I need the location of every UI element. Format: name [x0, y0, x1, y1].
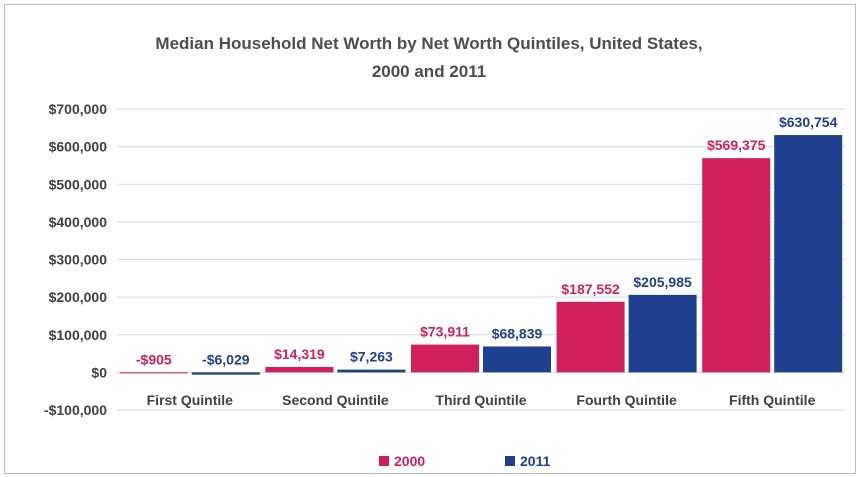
data-label: $569,375 [707, 137, 766, 153]
bar-2011-2 [483, 346, 551, 372]
legend-swatch-2000 [379, 456, 389, 466]
x-axis: First Quintile Second Quintile Third Quint… [147, 392, 816, 408]
legend-label-2011: 2011 [520, 453, 551, 469]
bar-2000-4 [702, 158, 770, 372]
data-label: $68,839 [492, 325, 543, 341]
bar-2011-4 [774, 135, 842, 372]
data-label: $205,985 [633, 274, 692, 290]
x-tick-label: Third Quintile [436, 392, 527, 408]
bar-2000-0 [120, 372, 188, 373]
y-tick-label: $400,000 [49, 214, 108, 230]
x-tick-label: Fifth Quintile [729, 392, 816, 408]
data-label: $73,911 [420, 324, 470, 340]
y-axis: $700,000 $600,000 $500,000 $400,000 $300,000… [44, 101, 107, 418]
y-tick-label: $700,000 [49, 101, 108, 117]
data-label: -$6,029 [202, 351, 250, 367]
y-tick-label: $100,000 [49, 327, 108, 343]
x-tick-label: First Quintile [147, 392, 234, 408]
chart-subtitle: 2000 and 2011 [372, 62, 486, 81]
y-tick-label: -$100,000 [44, 402, 107, 418]
data-label: $14,319 [274, 346, 325, 362]
chart-frame: -$905 -$6,029 $14,319 $7,263 $73,911 $68,839 $… [4, 4, 856, 474]
bar-2011-0 [192, 372, 260, 374]
data-label: $7,263 [350, 349, 393, 365]
x-tick-label: Fourth Quintile [576, 392, 677, 408]
data-label: $630,754 [779, 114, 838, 130]
data-label: $187,552 [561, 281, 620, 297]
y-tick-label: $500,000 [49, 176, 108, 192]
y-tick-label: $300,000 [49, 252, 108, 268]
legend-label-2000: 2000 [394, 453, 425, 469]
data-label: -$905 [136, 351, 172, 367]
bar-2000-3 [557, 302, 625, 373]
y-tick-label: $200,000 [49, 289, 108, 305]
bar-2000-2 [411, 345, 479, 373]
x-tick-label: Second Quintile [282, 392, 389, 408]
chart-svg: -$905 -$6,029 $14,319 $7,263 $73,911 $68,839 $… [5, 5, 857, 475]
bar-2000-1 [265, 367, 333, 372]
bars [120, 135, 842, 375]
y-tick-label: $0 [91, 364, 107, 380]
chart-title: Median Household Net Worth by Net Worth … [155, 34, 702, 53]
legend-swatch-2011 [505, 456, 515, 466]
y-tick-label: $600,000 [49, 139, 108, 155]
bar-2011-1 [337, 370, 405, 373]
bar-2011-3 [629, 295, 697, 373]
legend: 2000 2011 [379, 453, 551, 469]
